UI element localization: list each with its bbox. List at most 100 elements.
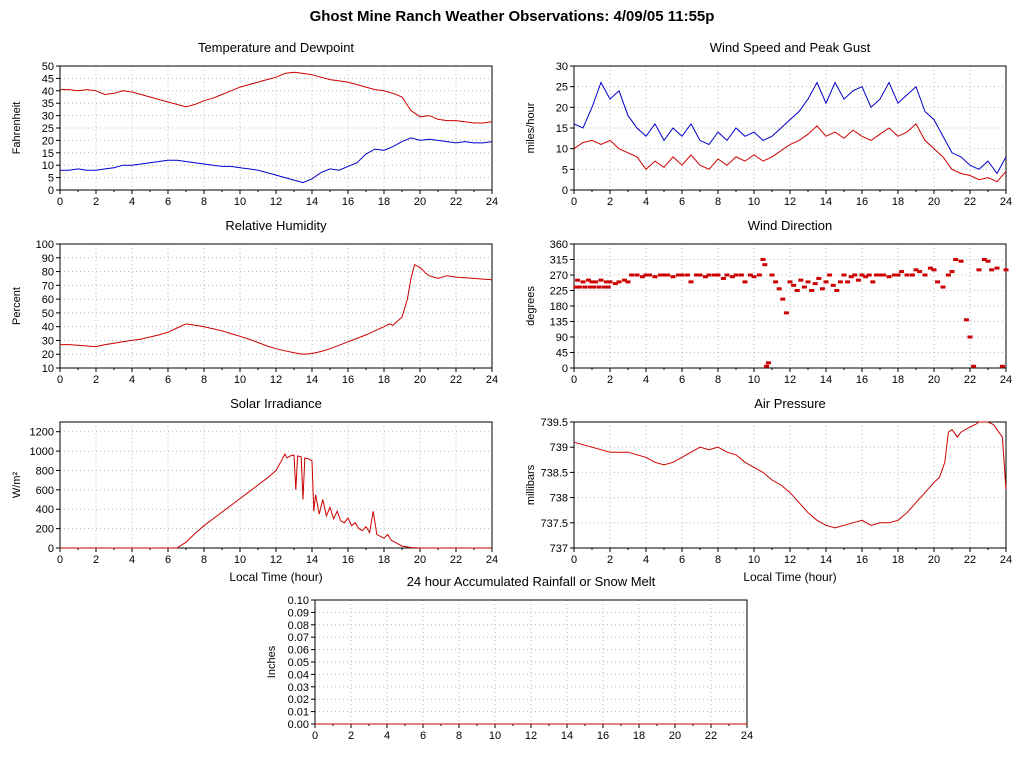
svg-text:8: 8 bbox=[715, 196, 721, 208]
svg-text:737.5: 737.5 bbox=[540, 518, 568, 530]
svg-text:90: 90 bbox=[42, 253, 54, 265]
svg-text:5: 5 bbox=[48, 173, 54, 185]
svg-text:Fahrenheit: Fahrenheit bbox=[11, 102, 23, 155]
svg-text:10: 10 bbox=[234, 374, 246, 386]
svg-text:Solar Irradiance: Solar Irradiance bbox=[230, 396, 322, 411]
svg-text:30: 30 bbox=[42, 335, 54, 347]
svg-text:0.03: 0.03 bbox=[288, 682, 309, 694]
svg-text:8: 8 bbox=[715, 554, 721, 566]
svg-text:360: 360 bbox=[550, 239, 568, 251]
svg-text:0.00: 0.00 bbox=[288, 719, 309, 731]
svg-text:degrees: degrees bbox=[525, 286, 537, 326]
svg-text:14: 14 bbox=[820, 374, 832, 386]
svg-text:600: 600 bbox=[36, 485, 54, 497]
svg-text:0.10: 0.10 bbox=[288, 595, 309, 607]
svg-text:16: 16 bbox=[342, 554, 354, 566]
svg-text:20: 20 bbox=[928, 196, 940, 208]
svg-text:W/m²: W/m² bbox=[11, 472, 23, 499]
svg-text:6: 6 bbox=[420, 730, 426, 742]
svg-text:80: 80 bbox=[42, 267, 54, 279]
svg-text:20: 20 bbox=[928, 374, 940, 386]
svg-text:20: 20 bbox=[42, 135, 54, 147]
svg-text:40: 40 bbox=[42, 322, 54, 334]
svg-text:12: 12 bbox=[270, 554, 282, 566]
svg-text:24: 24 bbox=[741, 730, 753, 742]
svg-text:8: 8 bbox=[201, 196, 207, 208]
svg-text:737: 737 bbox=[550, 543, 568, 555]
svg-text:0.06: 0.06 bbox=[288, 645, 309, 657]
svg-text:18: 18 bbox=[633, 730, 645, 742]
rainfall-chart: 24 hour Accumulated Rainfall or Snow Mel… bbox=[266, 574, 753, 742]
svg-text:30: 30 bbox=[42, 111, 54, 123]
svg-text:16: 16 bbox=[856, 374, 868, 386]
svg-text:8: 8 bbox=[201, 554, 207, 566]
svg-text:14: 14 bbox=[820, 554, 832, 566]
svg-text:24: 24 bbox=[1000, 196, 1012, 208]
svg-text:30: 30 bbox=[556, 61, 568, 73]
svg-text:25: 25 bbox=[42, 123, 54, 135]
svg-text:739: 739 bbox=[550, 442, 568, 454]
svg-text:90: 90 bbox=[556, 332, 568, 344]
svg-text:10: 10 bbox=[234, 554, 246, 566]
svg-text:4: 4 bbox=[384, 730, 390, 742]
svg-text:6: 6 bbox=[679, 554, 685, 566]
svg-text:16: 16 bbox=[597, 730, 609, 742]
svg-text:10: 10 bbox=[234, 196, 246, 208]
svg-text:2: 2 bbox=[93, 196, 99, 208]
svg-text:800: 800 bbox=[36, 465, 54, 477]
svg-text:40: 40 bbox=[42, 86, 54, 98]
svg-text:millibars: millibars bbox=[525, 464, 537, 505]
svg-text:2: 2 bbox=[607, 196, 613, 208]
svg-text:24: 24 bbox=[1000, 554, 1012, 566]
svg-text:20: 20 bbox=[414, 374, 426, 386]
svg-text:15: 15 bbox=[42, 148, 54, 160]
svg-text:20: 20 bbox=[414, 196, 426, 208]
svg-text:0: 0 bbox=[57, 196, 63, 208]
svg-text:Wind Direction: Wind Direction bbox=[748, 218, 833, 233]
svg-text:35: 35 bbox=[42, 98, 54, 110]
svg-text:20: 20 bbox=[414, 554, 426, 566]
svg-text:2: 2 bbox=[607, 374, 613, 386]
svg-text:0: 0 bbox=[48, 543, 54, 555]
svg-text:6: 6 bbox=[165, 374, 171, 386]
svg-text:0.01: 0.01 bbox=[288, 707, 309, 719]
svg-text:8: 8 bbox=[201, 374, 207, 386]
svg-text:22: 22 bbox=[964, 196, 976, 208]
svg-text:24: 24 bbox=[1000, 374, 1012, 386]
svg-text:0.04: 0.04 bbox=[288, 669, 309, 681]
svg-text:60: 60 bbox=[42, 294, 54, 306]
svg-text:24 hour Accumulated Rainfall o: 24 hour Accumulated Rainfall or Snow Mel… bbox=[407, 574, 656, 589]
svg-text:0.07: 0.07 bbox=[288, 632, 309, 644]
svg-text:0: 0 bbox=[48, 185, 54, 197]
svg-text:Temperature and Dewpoint: Temperature and Dewpoint bbox=[198, 40, 354, 55]
svg-text:25: 25 bbox=[556, 82, 568, 94]
svg-text:0.09: 0.09 bbox=[288, 607, 309, 619]
svg-text:50: 50 bbox=[42, 61, 54, 73]
svg-text:14: 14 bbox=[820, 196, 832, 208]
svg-text:4: 4 bbox=[129, 554, 135, 566]
svg-text:miles/hour: miles/hour bbox=[525, 102, 537, 153]
svg-text:12: 12 bbox=[784, 374, 796, 386]
svg-text:14: 14 bbox=[306, 196, 318, 208]
svg-text:Inches: Inches bbox=[266, 645, 278, 678]
svg-text:22: 22 bbox=[964, 374, 976, 386]
svg-text:Local Time (hour): Local Time (hour) bbox=[229, 570, 322, 584]
svg-text:24: 24 bbox=[486, 554, 498, 566]
svg-text:12: 12 bbox=[525, 730, 537, 742]
svg-text:100: 100 bbox=[36, 239, 54, 251]
svg-text:739.5: 739.5 bbox=[540, 417, 568, 429]
svg-text:20: 20 bbox=[669, 730, 681, 742]
svg-text:12: 12 bbox=[270, 374, 282, 386]
svg-text:10: 10 bbox=[42, 363, 54, 375]
svg-text:Wind Speed and Peak Gust: Wind Speed and Peak Gust bbox=[710, 40, 871, 55]
svg-text:Air Pressure: Air Pressure bbox=[754, 396, 826, 411]
svg-text:5: 5 bbox=[562, 164, 568, 176]
svg-text:15: 15 bbox=[556, 123, 568, 135]
svg-text:8: 8 bbox=[456, 730, 462, 742]
svg-text:20: 20 bbox=[556, 102, 568, 114]
svg-text:16: 16 bbox=[342, 196, 354, 208]
svg-text:20: 20 bbox=[928, 554, 940, 566]
svg-text:1000: 1000 bbox=[30, 446, 54, 458]
